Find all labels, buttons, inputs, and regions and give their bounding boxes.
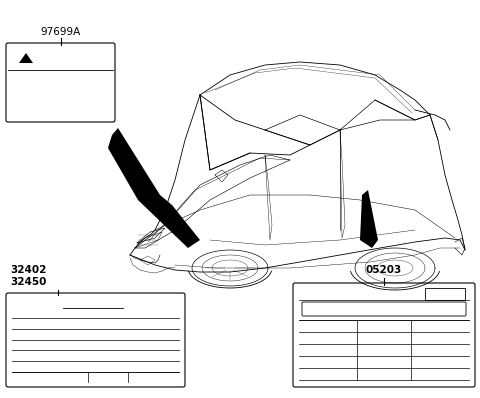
FancyBboxPatch shape [425, 288, 465, 300]
Text: 05203: 05203 [366, 265, 402, 275]
FancyBboxPatch shape [6, 43, 115, 122]
Text: 97699A: 97699A [40, 27, 81, 37]
Text: 32450: 32450 [10, 277, 47, 287]
Polygon shape [108, 128, 200, 248]
FancyBboxPatch shape [6, 293, 185, 387]
FancyBboxPatch shape [302, 302, 466, 316]
Polygon shape [360, 190, 378, 248]
FancyBboxPatch shape [293, 283, 475, 387]
Text: 32402: 32402 [10, 265, 47, 275]
Polygon shape [19, 53, 33, 63]
